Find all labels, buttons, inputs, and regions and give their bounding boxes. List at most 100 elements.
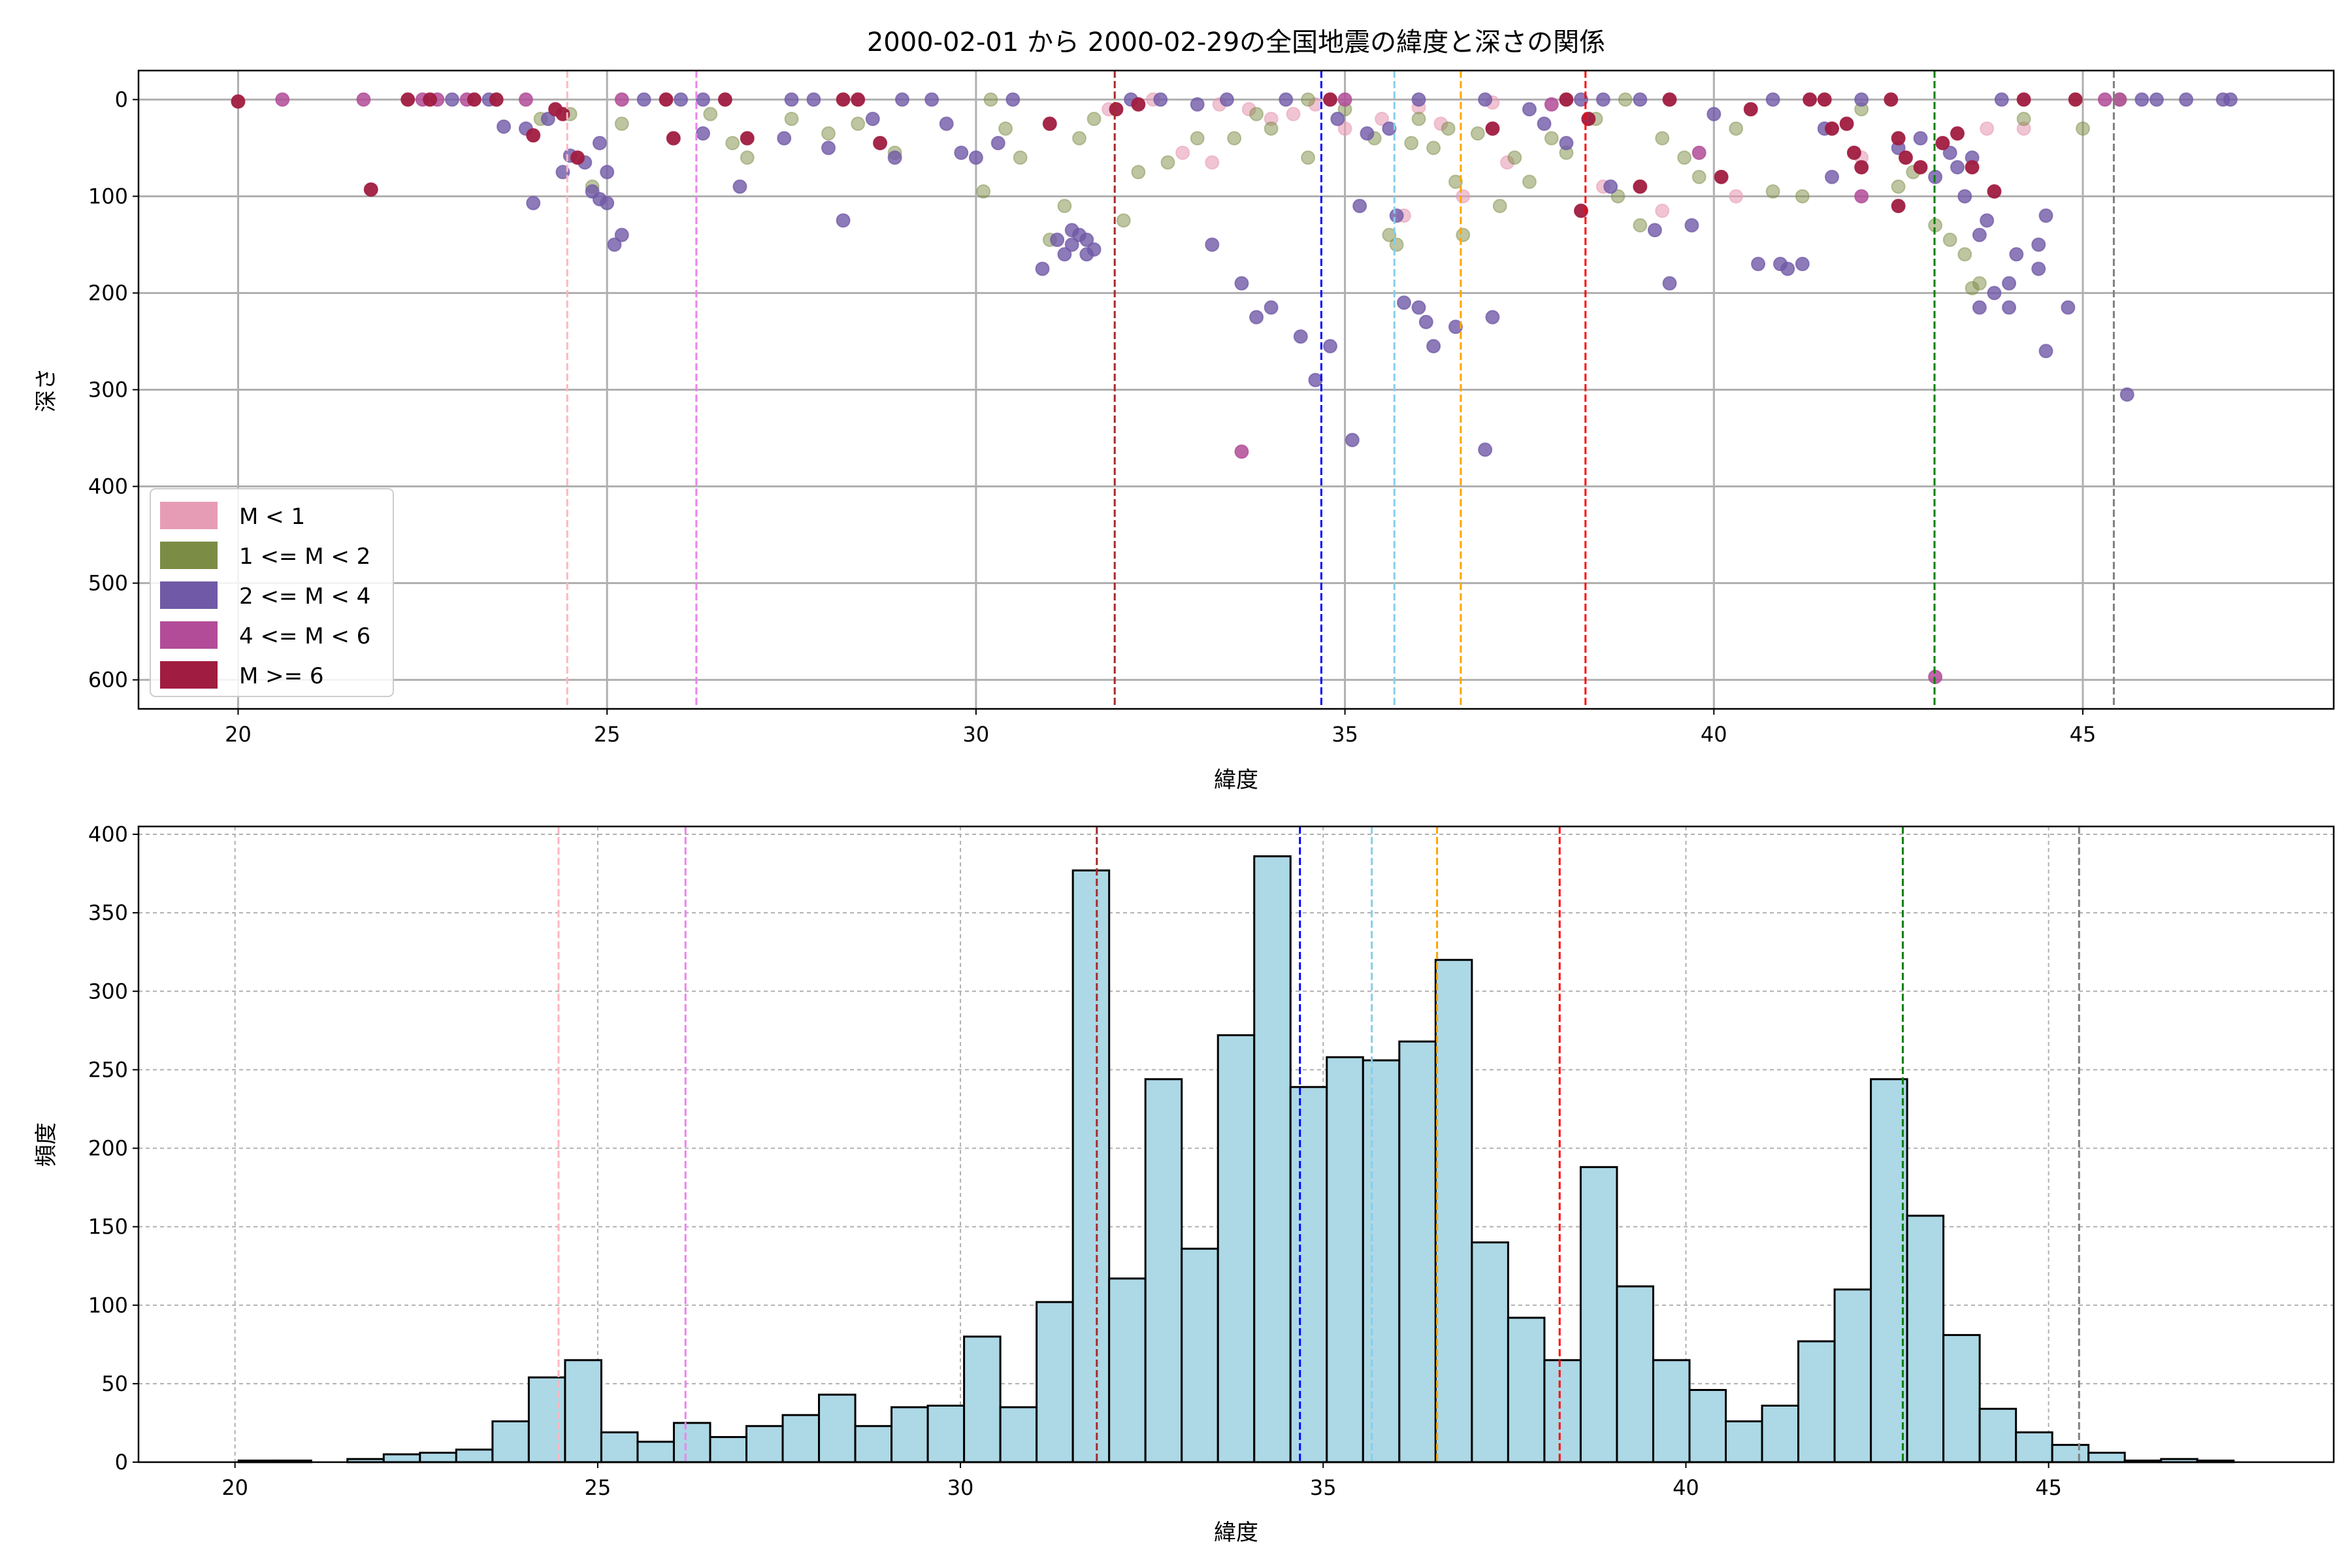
scatter-point — [1072, 131, 1086, 146]
scatter-point — [231, 94, 246, 109]
scatter-point — [2134, 92, 2149, 107]
scatter-point — [1249, 310, 1264, 325]
scatter-point — [1729, 189, 1744, 204]
scatter-point — [2031, 261, 2046, 276]
scatter-point — [836, 92, 851, 107]
histogram-axes: 20 25 30 35 40 45 0 50 100 150 200 250 300 350 400 — [88, 822, 2335, 1500]
scatter-point — [2076, 121, 2090, 136]
histogram-bar — [600, 1431, 639, 1463]
scatter-point — [2038, 344, 2053, 359]
histogram-bar — [745, 1425, 784, 1463]
scatter-point — [1301, 92, 1316, 107]
scatter-point — [1559, 92, 1574, 107]
plot-frame — [137, 69, 2335, 710]
y-tick-label: 400 — [88, 822, 128, 847]
histogram-bar — [854, 1425, 893, 1463]
scatter-point — [1972, 300, 1987, 315]
scatter-y-axis-label: 深さ — [33, 368, 59, 412]
scatter-point — [1064, 223, 1079, 238]
histogram-bar — [1144, 1078, 1183, 1463]
histogram-bar — [1071, 869, 1111, 1463]
y-tick-label: 350 — [88, 900, 128, 925]
x-tick-label: 25 — [594, 722, 621, 747]
scatter-point — [1337, 121, 1352, 136]
scatter-point — [1743, 102, 1758, 117]
scatter-point — [2038, 208, 2053, 223]
scatter-point — [614, 92, 629, 107]
scatter-point — [1005, 92, 1021, 107]
scatter-x-axis-label: 緯度 — [1214, 767, 1258, 793]
y-tick-label: 250 — [88, 1057, 128, 1082]
scatter-point — [1957, 189, 1972, 204]
scatter-point — [1485, 121, 1500, 136]
scatter-point — [1707, 106, 1722, 122]
scatter-point — [2223, 92, 2238, 107]
scatter-point — [924, 92, 939, 107]
histogram-bar — [2015, 1431, 2053, 1463]
scatter-point — [1205, 237, 1220, 252]
scatter-point — [1035, 261, 1050, 276]
x-tick-label: 25 — [585, 1475, 612, 1500]
scatter-point — [1375, 112, 1390, 127]
scatter-point — [1780, 261, 1795, 276]
histogram-bar — [1108, 1277, 1147, 1463]
histogram-bar — [527, 1376, 566, 1463]
histogram-bar — [382, 1453, 421, 1463]
scatter-point — [2016, 112, 2031, 127]
histogram-bar — [1362, 1059, 1401, 1463]
histogram-bar — [1217, 1034, 1256, 1463]
legend-label: M < 1 — [239, 504, 305, 530]
scatter-point — [1456, 227, 1471, 242]
scatter-point — [1987, 184, 2002, 199]
scatter-point — [1234, 444, 1249, 459]
scatter-point — [784, 112, 799, 127]
histogram-bar — [1652, 1359, 1691, 1463]
scatter-point — [1478, 92, 1493, 107]
scatter-point — [356, 92, 371, 107]
histogram-bar — [1978, 1407, 2017, 1463]
scatter-point — [1942, 233, 1957, 248]
scatter-point — [806, 92, 821, 107]
scatter-point — [2002, 300, 2017, 315]
scatter-point — [1957, 247, 1972, 262]
scatter-point — [1308, 372, 1323, 387]
histogram-bar — [1471, 1241, 1509, 1463]
scatter-point — [1729, 121, 1744, 136]
scatter-point — [1677, 150, 1692, 165]
scatter-point — [1323, 338, 1337, 353]
histogram-bar — [1688, 1388, 1727, 1463]
legend-swatch — [160, 621, 218, 649]
scatter-point — [1559, 136, 1574, 151]
legend-swatch — [160, 502, 218, 529]
x-tick-label: 30 — [963, 722, 990, 747]
x-tick-label: 30 — [947, 1475, 974, 1500]
histogram-y-axis-label: 頻度 — [33, 1122, 59, 1167]
histogram-x-axis-label: 緯度 — [1214, 1520, 1258, 1546]
scatter-point — [1426, 140, 1441, 155]
scatter-point — [1913, 160, 1928, 175]
scatter-point — [1884, 92, 1899, 107]
scatter-point — [1633, 218, 1648, 233]
scatter-point — [1323, 92, 1337, 107]
histogram-bar — [1870, 1078, 1908, 1463]
scatter-point — [489, 92, 504, 107]
scatter-point — [1714, 169, 1729, 184]
scatter-point — [1131, 97, 1146, 112]
scatter-point — [1825, 121, 1839, 136]
histogram-bar — [564, 1359, 602, 1463]
histogram-bar — [709, 1436, 747, 1463]
y-tick-label: 100 — [88, 184, 128, 208]
y-tick-label: 0 — [115, 1450, 128, 1475]
scatter-axes: 20 25 30 35 40 45 0 100 200 300 400 500 600 M < 1 1 <=… — [88, 69, 2335, 747]
scatter-point — [1337, 92, 1352, 107]
histogram-bar — [963, 1335, 1002, 1463]
scatter-point — [1913, 131, 1928, 146]
scatter-point — [518, 92, 533, 107]
legend-swatch — [160, 661, 218, 689]
scatter-point — [2112, 92, 2127, 107]
scatter-point — [1662, 92, 1677, 107]
scatter-point — [990, 136, 1005, 151]
scatter-point — [954, 145, 969, 160]
scatter-point — [1109, 102, 1124, 117]
